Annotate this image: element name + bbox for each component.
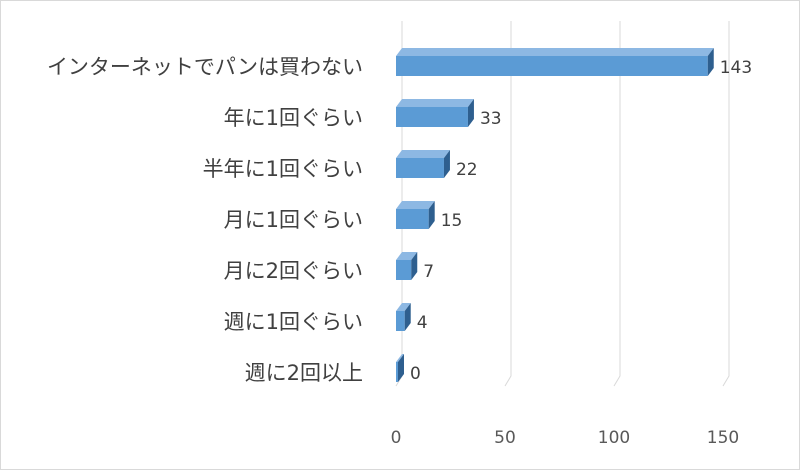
value-label: 4 — [417, 313, 428, 333]
bar-side — [398, 354, 404, 382]
x-tick-label: 100 — [598, 428, 630, 448]
value-label: 15 — [441, 211, 463, 231]
category-label: 半年に1回ぐらい — [203, 157, 363, 181]
bar-front — [396, 311, 405, 331]
value-label: 33 — [480, 109, 502, 129]
bar — [396, 48, 714, 76]
bar-front — [396, 209, 429, 229]
x-tick-label: 150 — [707, 428, 739, 448]
category-label: 月に2回ぐらい — [224, 259, 363, 283]
gridline — [613, 21, 621, 387]
bar-top — [396, 48, 714, 56]
value-label: 143 — [720, 58, 752, 78]
bar — [396, 150, 450, 178]
bar-side — [428, 201, 435, 229]
value-label: 7 — [423, 262, 434, 282]
value-label: 0 — [410, 364, 421, 384]
bar-top — [396, 99, 474, 107]
bar-side — [707, 48, 714, 76]
category-label: インターネットでパンは買わない — [47, 55, 363, 79]
bars — [396, 48, 714, 382]
bar-front — [396, 107, 468, 127]
category-label: 年に1回ぐらい — [224, 106, 363, 130]
category-label: 月に1回ぐらい — [224, 208, 363, 232]
bar-side — [404, 303, 411, 331]
value-labels: 143 33 22 15 7 4 0 — [410, 58, 752, 384]
category-labels: インターネットでパンは買わない年に1回ぐらい半年に1回ぐらい月に1回ぐらい月に2… — [47, 55, 363, 385]
bar-top — [396, 303, 411, 311]
x-axis-ticks: 0 50 100 150 — [391, 428, 740, 448]
bar — [396, 201, 435, 229]
x-tick-label: 50 — [494, 428, 516, 448]
bar — [396, 354, 404, 382]
value-label: 22 — [456, 160, 478, 180]
bar-front — [396, 158, 444, 178]
bar-front — [396, 362, 398, 382]
bar-front — [396, 260, 412, 280]
bar — [396, 252, 418, 280]
bar-top — [396, 150, 450, 158]
bar-side — [411, 252, 418, 280]
bar — [396, 303, 411, 331]
bar-front — [396, 56, 708, 76]
x-tick-label: 0 — [391, 428, 402, 448]
category-label: 週に2回以上 — [245, 361, 363, 385]
bar-top — [396, 354, 404, 362]
bar — [396, 99, 474, 127]
bar-side — [467, 99, 474, 127]
gridline — [722, 21, 730, 387]
bar-side — [443, 150, 450, 178]
category-label: 週に1回ぐらい — [224, 310, 363, 334]
gridline — [504, 21, 512, 387]
bar-top — [396, 252, 418, 260]
bar-top — [396, 201, 435, 209]
